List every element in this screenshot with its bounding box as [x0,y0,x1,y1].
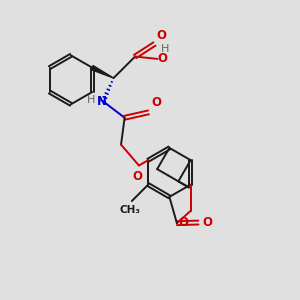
Text: H: H [86,95,95,105]
Text: CH₃: CH₃ [120,205,141,214]
Text: O: O [133,170,142,183]
Polygon shape [91,66,114,78]
Text: O: O [152,96,161,110]
Text: O: O [158,52,167,65]
Text: O: O [178,216,188,229]
Text: H: H [161,44,170,54]
Text: O: O [202,216,212,229]
Text: O: O [157,28,167,42]
Text: N: N [97,95,106,108]
